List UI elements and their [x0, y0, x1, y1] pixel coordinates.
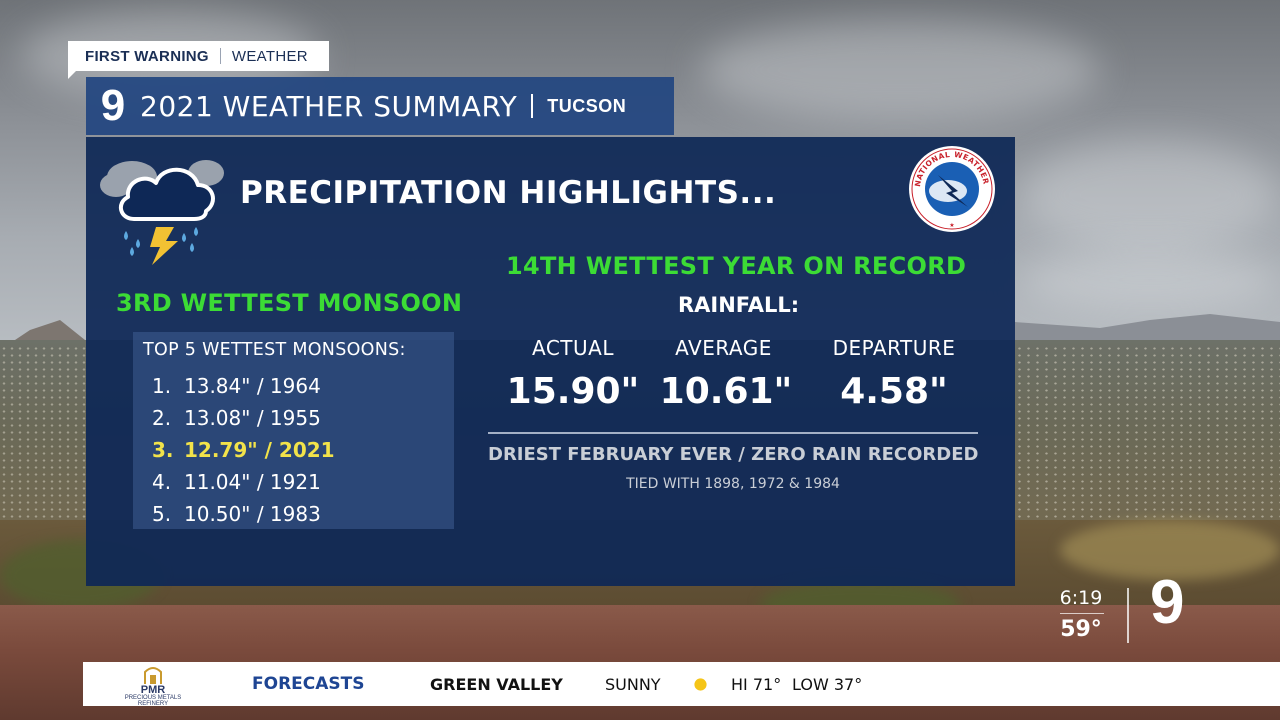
top-monsoons-box: TOP 5 WETTEST MONSOONS: 1. 13.84" / 1964… [133, 332, 454, 529]
sun-icon [694, 678, 707, 691]
first-warning-label: FIRST WARNING [85, 47, 209, 65]
rank-value: 13.08" / 1955 [184, 406, 321, 430]
divider [488, 432, 978, 434]
page-title: 2021 WEATHER SUMMARY [140, 89, 518, 123]
current-temperature: 59° [1060, 617, 1102, 642]
thunderstorm-icon [100, 160, 224, 265]
rank-value: 13.84" / 1964 [184, 374, 321, 398]
current-time: 6:19 [1059, 587, 1103, 609]
bug-divider [1060, 613, 1104, 614]
sponsor-name: PMR [140, 684, 166, 696]
rank-number: 2. [152, 406, 172, 430]
cloud [1020, 250, 1280, 310]
average-value: 10.61" [659, 371, 793, 412]
ticker-label: FORECASTS [252, 674, 365, 694]
rank-number: 3. [152, 438, 174, 462]
rank-item: 2. 13.08" / 1955 [152, 402, 335, 434]
section-heading: PRECIPITATION HIGHLIGHTS... [240, 175, 777, 211]
summary-panel: PRECIPITATION HIGHLIGHTS... NATIONAL WEA… [86, 137, 1015, 586]
sponsor-emblem [144, 667, 162, 684]
rank-number: 1. [152, 374, 172, 398]
city-lights [1015, 345, 1280, 545]
nws-logo: NATIONAL WEATHER SERVICE ★ [908, 145, 995, 232]
average-label: AVERAGE [675, 336, 772, 360]
rank-number: 4. [152, 470, 172, 494]
rank-item: 4. 11.04" / 1921 [152, 466, 335, 498]
rank-value: 11.04" / 1921 [184, 470, 321, 494]
ticker-high: HI 71° [731, 675, 782, 694]
rank-item: 5. 10.50" / 1983 [152, 498, 335, 530]
bug-separator [1127, 588, 1129, 643]
rank-value: 10.50" / 1983 [184, 502, 321, 526]
ticker-location: GREEN VALLEY [430, 675, 563, 694]
monsoon-rank-list: 1. 13.84" / 1964 2. 13.08" / 1955 3. 12.… [152, 370, 335, 530]
top-monsoons-title: TOP 5 WETTEST MONSOONS: [143, 340, 406, 360]
station-bug-logo: 9 [1150, 568, 1185, 637]
brush [1060, 520, 1280, 580]
rank-item: 1. 13.84" / 1964 [152, 370, 335, 402]
monsoon-heading: 3RD WETTEST MONSOON [116, 289, 463, 317]
station-logo: 9 [100, 81, 125, 130]
sponsor-logo: PMR PRECIOUS METALS REFINERY [123, 664, 183, 707]
first-warning-tab: FIRST WARNING WEATHER [68, 41, 329, 79]
title-bar: 9 2021 WEATHER SUMMARY TUCSON [86, 77, 674, 135]
departure-label: DEPARTURE [832, 336, 956, 360]
sponsor-subtitle: PRECIOUS METALS REFINERY [124, 695, 182, 707]
svg-text:★: ★ [949, 222, 954, 229]
weather-label: WEATHER [231, 47, 308, 65]
rainfall-label: RAINFALL: [678, 293, 800, 317]
ticker-condition: SUNNY [605, 675, 661, 694]
driest-february-note: DRIEST FEBRUARY EVER / ZERO RAIN RECORDE… [488, 444, 979, 465]
cloud [1020, 140, 1280, 250]
ticker-low: LOW 37° [792, 675, 863, 694]
departure-value: 4.58" [840, 371, 948, 412]
actual-value: 15.90" [506, 371, 640, 412]
tab-divider [219, 48, 221, 64]
cloud [700, 20, 1100, 120]
city-label: TUCSON [547, 95, 627, 116]
wettest-year-heading: 14TH WETTEST YEAR ON RECORD [506, 252, 967, 280]
actual-label: ACTUAL [532, 336, 614, 360]
forecast-ticker: PMR PRECIOUS METALS REFINERY FORECASTS G… [83, 662, 1280, 707]
tied-years-note: TIED WITH 1898, 1972 & 1984 [626, 476, 840, 492]
rank-item-highlighted: 3. 12.79" / 2021 [152, 434, 335, 466]
title-divider [531, 94, 534, 118]
rank-value: 12.79" / 2021 [184, 438, 335, 462]
city-lights [0, 345, 90, 545]
rank-number: 5. [152, 502, 172, 526]
